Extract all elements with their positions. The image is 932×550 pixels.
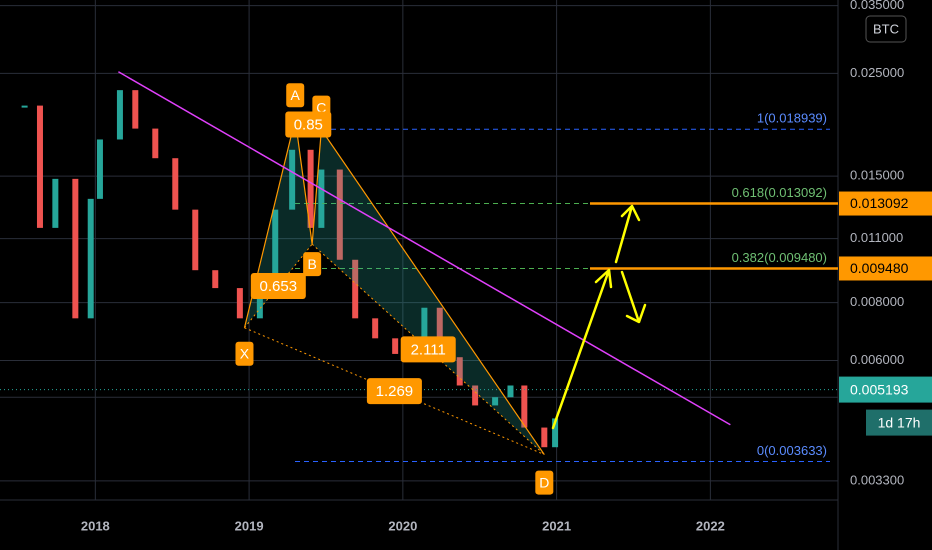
candle — [521, 385, 528, 428]
candle — [472, 385, 479, 406]
x-tick-label: 2019 — [235, 518, 264, 533]
candle — [392, 338, 399, 354]
candle — [507, 385, 514, 398]
drawings: 1(0.018939) 0.618(0.013092) 0.382(0.009480… — [0, 71, 838, 495]
y-tick-label: 0.008000 — [850, 294, 904, 309]
candle — [307, 149, 314, 228]
candle — [36, 105, 43, 228]
arrow — [551, 268, 613, 430]
point-label-box — [535, 470, 554, 495]
projection-arrows — [551, 204, 647, 430]
fib-label: 0(0.003633) — [757, 443, 827, 458]
ratio-label: 0.85 — [294, 116, 323, 133]
ratio-box — [400, 336, 456, 363]
y-tick-label: 0.003300 — [850, 472, 904, 487]
candle — [289, 149, 296, 210]
ratio-label: 2.111 — [411, 341, 446, 358]
arrow — [614, 204, 641, 264]
candle — [72, 178, 79, 319]
price-level-box — [839, 191, 932, 216]
candle — [172, 158, 179, 210]
price-level-label: 0.009480 — [850, 260, 909, 276]
ratio-box — [366, 378, 422, 405]
y-tick-label: 0.025000 — [850, 65, 904, 80]
last-price-label: 0.005193 — [850, 381, 909, 397]
axes: 0.035000 0.025000 0.015000 0.011000 0.008000… — [81, 0, 932, 533]
ratio-label: 0.653 — [260, 278, 298, 295]
point-label: X — [240, 345, 250, 361]
point-label-box — [286, 83, 305, 108]
pattern-diagonal — [244, 327, 545, 456]
countdown-box — [866, 409, 932, 436]
price-level-box — [839, 256, 932, 281]
currency-box — [865, 15, 907, 43]
candles — [21, 90, 559, 448]
candle — [192, 209, 199, 271]
candle — [541, 427, 548, 448]
trendline — [118, 71, 731, 426]
point-label-box — [235, 341, 254, 366]
candle — [372, 318, 379, 339]
candle — [256, 288, 263, 319]
countdown: 1d 17h — [878, 414, 921, 430]
point-label: C — [316, 99, 326, 115]
candle — [152, 128, 159, 159]
x-tick-label: 2020 — [388, 518, 417, 533]
candle — [87, 198, 94, 319]
fib-label: 0.382(0.009480) — [732, 250, 827, 265]
candle — [21, 105, 28, 108]
x-tick-label: 2018 — [81, 518, 110, 533]
price-level-label: 0.013092 — [850, 195, 909, 211]
candle — [212, 270, 219, 289]
candle — [421, 307, 428, 358]
y-tick-label: 0.015000 — [850, 168, 904, 183]
fib-label: 1(0.018939) — [757, 111, 827, 126]
candle — [456, 357, 463, 386]
point-label-box — [303, 252, 322, 277]
candle — [116, 90, 123, 140]
candle — [352, 259, 359, 319]
x-tick-label: 2021 — [542, 518, 571, 533]
ratio-label: 1.269 — [376, 383, 414, 400]
last-price-box — [839, 376, 932, 403]
candle — [52, 178, 59, 228]
candle — [318, 169, 325, 228]
arrow — [620, 270, 647, 324]
x-tick-label: 2022 — [696, 518, 725, 533]
currency: BTC — [873, 21, 899, 36]
candle — [336, 169, 343, 260]
candle — [552, 418, 559, 448]
point-label: B — [307, 256, 316, 272]
candle — [132, 90, 139, 129]
y-tick-label: 0.011000 — [850, 230, 903, 245]
fib-label: 0.618(0.013092) — [732, 185, 827, 200]
ratio-box — [250, 272, 306, 299]
point-label: A — [291, 87, 301, 103]
candle — [436, 307, 443, 358]
candle — [272, 209, 279, 289]
candle — [96, 139, 103, 199]
candle — [236, 288, 243, 319]
ratio-box — [285, 111, 332, 138]
y-tick-label: 0.006000 — [850, 352, 904, 367]
pattern-fill — [312, 129, 545, 455]
candle — [492, 397, 499, 406]
y-tick-label: 0.035000 — [850, 0, 904, 12]
point-label: D — [539, 474, 549, 490]
